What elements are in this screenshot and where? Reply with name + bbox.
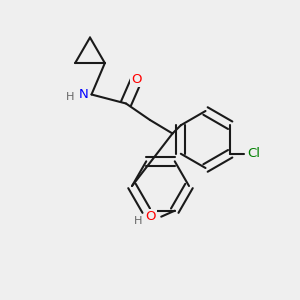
Text: Cl: Cl	[248, 147, 261, 160]
Text: O: O	[131, 73, 142, 86]
Text: H: H	[134, 216, 142, 226]
Text: O: O	[146, 210, 156, 223]
Text: H: H	[66, 92, 74, 103]
Text: N: N	[79, 88, 89, 101]
